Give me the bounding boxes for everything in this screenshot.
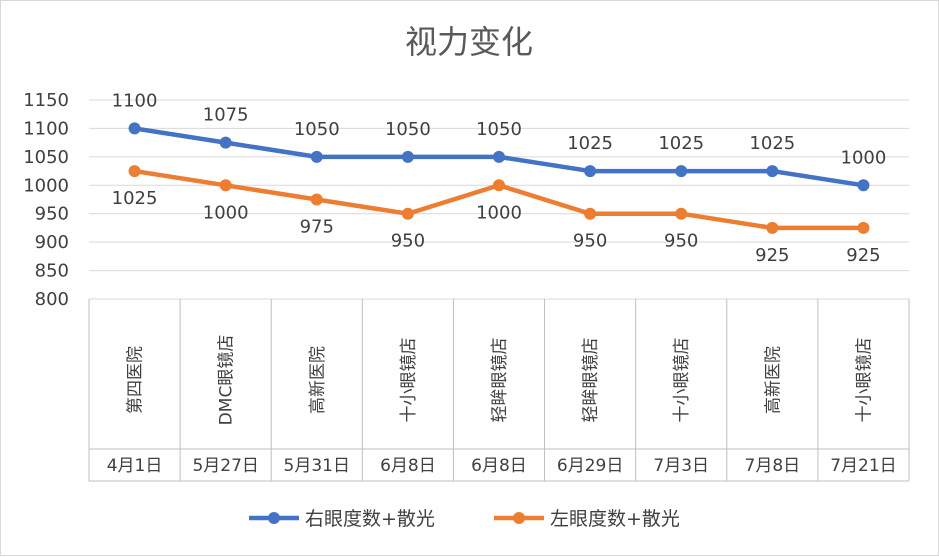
y-tick-label: 900	[35, 232, 69, 253]
data-labels: 1100 1075 1050 1050 1050 1025 1025 1025 1000 1025…	[112, 90, 887, 265]
y-tick-label: 1000	[23, 175, 69, 196]
data-label: 950	[391, 231, 425, 252]
legend-label: 左眼度数+散光	[550, 508, 680, 530]
legend: 右眼度数+散光 左眼度数+散光	[249, 508, 680, 530]
data-label: 1025	[658, 133, 704, 154]
data-point	[219, 179, 232, 192]
data-label: 1025	[112, 188, 158, 209]
data-label: 1025	[567, 133, 613, 154]
data-label: 1000	[841, 147, 887, 168]
data-point	[128, 122, 141, 135]
y-tick-label: 950	[35, 204, 69, 225]
data-label: 925	[846, 245, 880, 266]
date-label: 7月21日	[830, 456, 896, 476]
legend-marker	[513, 512, 525, 524]
date-label: 5月31日	[284, 456, 350, 476]
data-label: 950	[664, 231, 698, 252]
date-label: 4月1日	[107, 456, 163, 476]
data-point	[310, 193, 323, 206]
y-tick-label: 800	[35, 289, 69, 310]
legend-label: 右眼度数+散光	[305, 508, 435, 530]
y-tick-label: 1150	[23, 90, 69, 111]
series-lines	[128, 122, 870, 234]
data-point	[857, 179, 870, 192]
data-label: 1050	[385, 119, 431, 140]
data-point	[675, 165, 688, 178]
data-label: 950	[573, 231, 607, 252]
category-label: 十小眼镜店	[672, 338, 692, 423]
legend-marker	[268, 512, 280, 524]
date-label: 6月29日	[557, 456, 623, 476]
data-point	[401, 150, 414, 163]
date-label: 7月8日	[745, 456, 801, 476]
y-axis: 800 850 900 950 1000 1050 1100 1150	[23, 90, 69, 310]
category-label: DMC眼镜店	[217, 335, 237, 426]
data-point	[766, 221, 779, 234]
y-tick-label: 1100	[23, 118, 69, 139]
data-label: 975	[300, 217, 334, 238]
data-label: 1050	[294, 119, 340, 140]
data-point	[584, 165, 597, 178]
date-label: 5月27日	[192, 456, 258, 476]
data-point	[310, 150, 323, 163]
data-label: 1000	[476, 202, 522, 223]
data-point	[675, 207, 688, 220]
category-label: 轻眸眼镜店	[490, 338, 510, 423]
chart-title: 视力变化	[405, 23, 533, 61]
category-label: 高新医院	[308, 346, 328, 414]
data-label: 1075	[203, 105, 249, 126]
data-point	[584, 207, 597, 220]
category-label: 十小眼镜店	[854, 338, 874, 423]
data-point	[401, 207, 414, 220]
date-label: 6月8日	[471, 456, 527, 476]
y-tick-label: 850	[35, 261, 69, 282]
data-label: 925	[755, 245, 789, 266]
data-point	[219, 136, 232, 149]
data-point	[493, 150, 505, 163]
category-label: 十小眼镜店	[399, 338, 419, 423]
category-label: 轻眸眼镜店	[581, 338, 601, 423]
data-label: 1050	[476, 119, 522, 140]
date-label: 7月3日	[653, 456, 709, 476]
date-label: 6月8日	[380, 456, 436, 476]
category-table: 第四医院 4月1日 DMC眼镜店 5月27日 高新医院 5月31日 十小眼镜店 6月8日 轻眸眼…	[88, 299, 910, 482]
data-point	[857, 221, 870, 234]
data-point	[766, 165, 779, 178]
data-point	[128, 165, 141, 178]
category-label: 高新医院	[763, 346, 783, 414]
data-point	[493, 179, 505, 192]
y-tick-label: 1050	[23, 147, 69, 168]
data-label: 1025	[749, 133, 795, 154]
data-label: 1100	[112, 90, 158, 111]
category-label: 第四医院	[126, 346, 146, 414]
data-label: 1000	[203, 202, 249, 223]
